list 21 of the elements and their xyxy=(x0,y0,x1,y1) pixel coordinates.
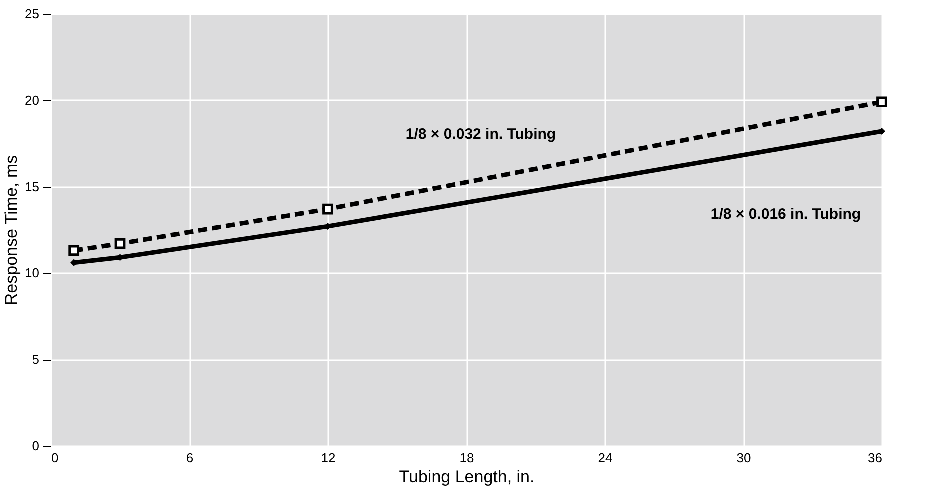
x-tick-label: 30 xyxy=(736,450,752,466)
x-axis-title: Tubing Length, in. xyxy=(399,468,535,486)
y-axis-title: Response Time, ms xyxy=(2,155,22,306)
y-tick-label: 10 xyxy=(25,266,40,281)
y-tick-label: 5 xyxy=(32,352,40,368)
x-tick-label: 18 xyxy=(460,450,474,466)
y-tick-label: 15 xyxy=(25,179,40,194)
x-tick-label: 24 xyxy=(598,450,613,466)
y-tick-label: 25 xyxy=(25,6,40,22)
x-tick-label: 6 xyxy=(186,450,194,466)
x-tick-label: 36 xyxy=(868,450,882,466)
series-label: 1/8 × 0.032 in. Tubing xyxy=(406,126,556,143)
x-tick-label: 0 xyxy=(52,450,59,466)
point xyxy=(114,238,126,250)
x-tick-label: 12 xyxy=(321,450,336,466)
text: 1/8 × 0.016 in. Tubing xyxy=(710,206,862,223)
point xyxy=(322,204,334,215)
point xyxy=(876,96,888,108)
y-tick-label: 20 xyxy=(25,92,40,108)
point xyxy=(68,245,80,256)
y-tick-label: 0 xyxy=(32,438,40,454)
